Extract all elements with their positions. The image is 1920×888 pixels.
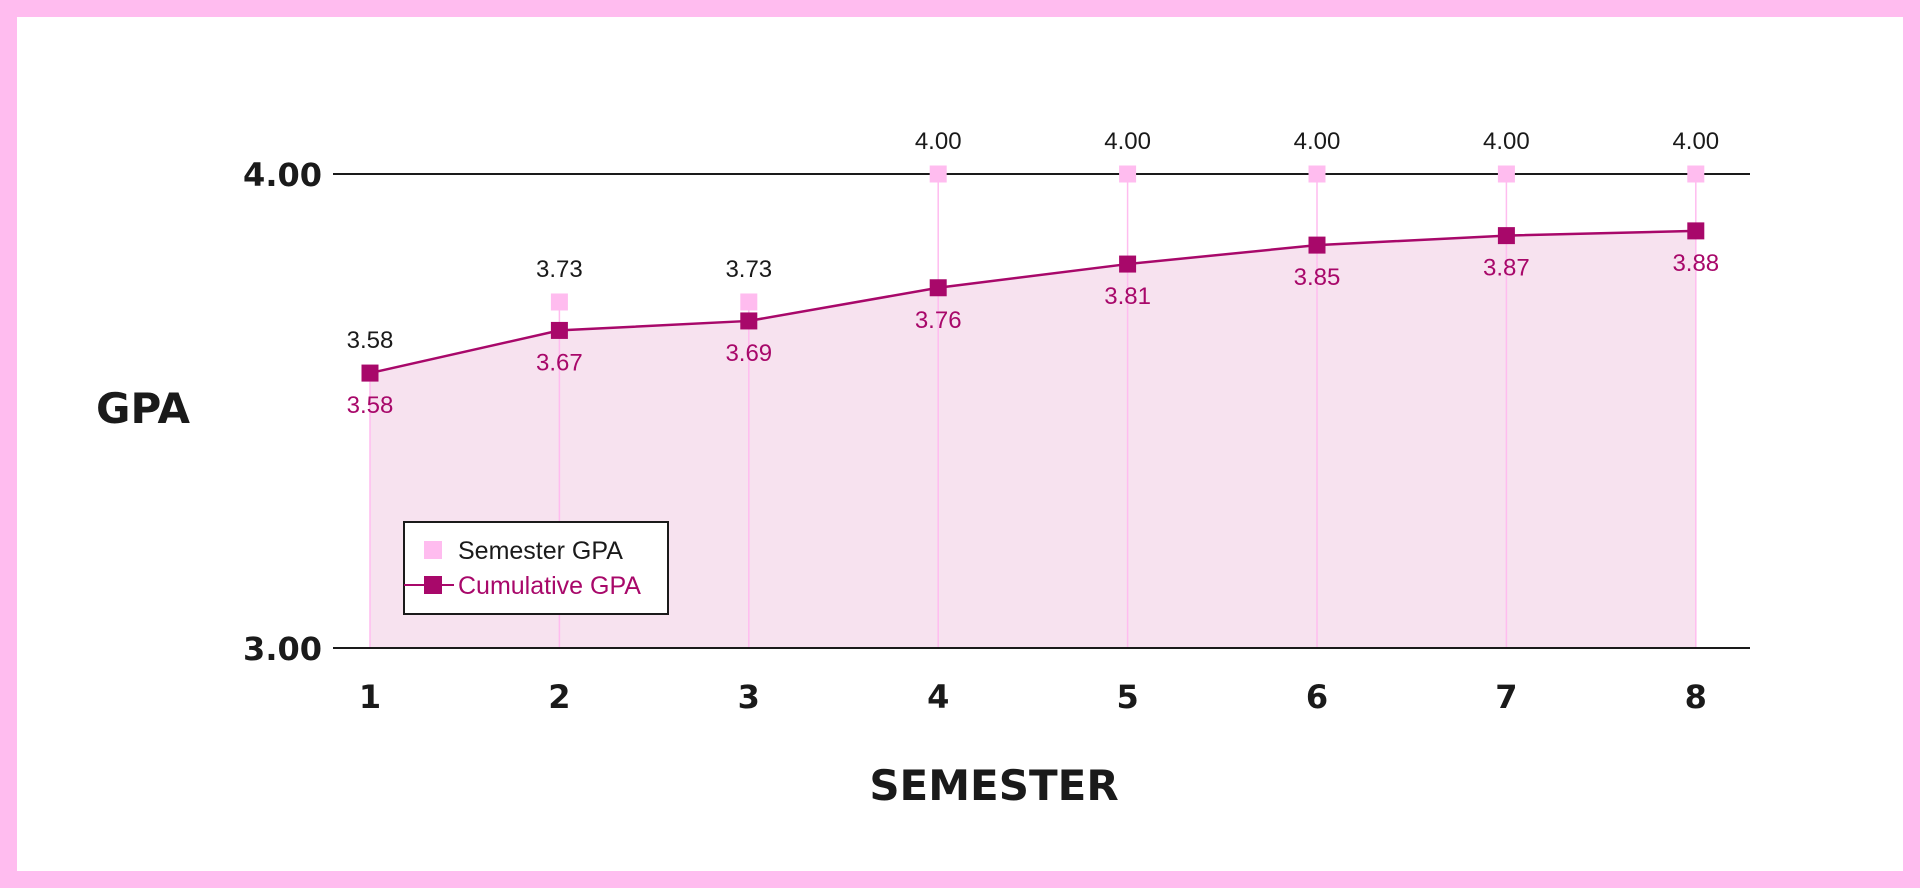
- x-tick-label: 1: [359, 678, 381, 716]
- cumulative-area: [370, 230, 1696, 648]
- semester-gpa-marker: [1119, 165, 1137, 183]
- semester-gpa-marker: [740, 293, 758, 311]
- legend: Semester GPA Cumulative GPA: [403, 521, 669, 615]
- x-axis-title: SEMESTER: [869, 761, 1118, 810]
- cumulative-gpa-data-label: 3.81: [1104, 283, 1151, 310]
- x-tick-label: 6: [1306, 678, 1328, 716]
- y-tick-label: 3.00: [243, 630, 322, 668]
- semester-gpa-marker: [1308, 165, 1326, 183]
- semester-gpa-marker: [929, 165, 947, 183]
- cumulative-gpa-marker: [361, 364, 379, 382]
- cumulative-gpa-marker: [550, 321, 568, 339]
- semester-gpa-data-label: 3.58: [347, 327, 394, 354]
- legend-semester-marker: [424, 541, 442, 559]
- x-tick-label: 2: [548, 678, 570, 716]
- cumulative-gpa-marker: [1687, 222, 1705, 240]
- cumulative-gpa-marker: [1308, 236, 1326, 254]
- cumulative-gpa-data-label: 3.76: [915, 307, 962, 334]
- semester-gpa-data-label: 3.73: [725, 256, 772, 283]
- x-tick-label: 5: [1116, 678, 1138, 716]
- y-tick-label: 4.00: [243, 156, 322, 194]
- semester-gpa-data-label: 3.73: [536, 256, 583, 283]
- legend-semester-label: Semester GPA: [458, 537, 623, 565]
- cumulative-gpa-data-label: 3.88: [1672, 250, 1719, 277]
- semester-gpa-data-label: 4.00: [1294, 128, 1341, 155]
- cumulative-gpa-marker: [1497, 227, 1515, 245]
- semester-gpa-data-label: 4.00: [1672, 128, 1719, 155]
- semester-gpa-marker: [550, 293, 568, 311]
- cumulative-gpa-data-label: 3.58: [347, 392, 394, 419]
- cumulative-gpa-marker: [740, 312, 758, 330]
- cumulative-gpa-data-label: 3.67: [536, 349, 583, 376]
- semester-gpa-data-label: 4.00: [1104, 128, 1151, 155]
- semester-gpa-data-label: 4.00: [1483, 128, 1530, 155]
- semester-gpa-marker: [1497, 165, 1515, 183]
- legend-box: [403, 521, 669, 615]
- line-layer: [369, 229, 1696, 375]
- cumulative-gpa-data-label: 3.87: [1483, 255, 1530, 282]
- cumulative-gpa-marker: [1119, 255, 1137, 273]
- x-tick-label: 7: [1495, 678, 1517, 716]
- x-tick-label: 4: [927, 678, 949, 716]
- axis-layer: 3.00 4.00 1 2 3 4 5 6 7 8: [243, 156, 1750, 716]
- semester-gpa-marker: [1687, 165, 1705, 183]
- cumulative-gpa-line: [369, 229, 1696, 375]
- x-tick-label: 8: [1685, 678, 1707, 716]
- label-layer: 3.58 3.58 3.73 3.67 3.73 3.69 4.00 3.76 4.00 3.81…: [347, 128, 1720, 419]
- cumulative-gpa-marker: [929, 279, 947, 297]
- marker-layer: [361, 165, 1705, 382]
- cumulative-gpa-data-label: 3.69: [725, 340, 772, 367]
- semester-gpa-data-label: 4.00: [915, 128, 962, 155]
- area-layer: [370, 230, 1696, 648]
- legend-cumulative-marker: [424, 576, 442, 594]
- cumulative-gpa-data-label: 3.85: [1294, 264, 1341, 291]
- y-axis-title: GPA: [96, 384, 190, 433]
- legend-cumulative-label: Cumulative GPA: [458, 572, 641, 600]
- x-tick-label: 3: [738, 678, 760, 716]
